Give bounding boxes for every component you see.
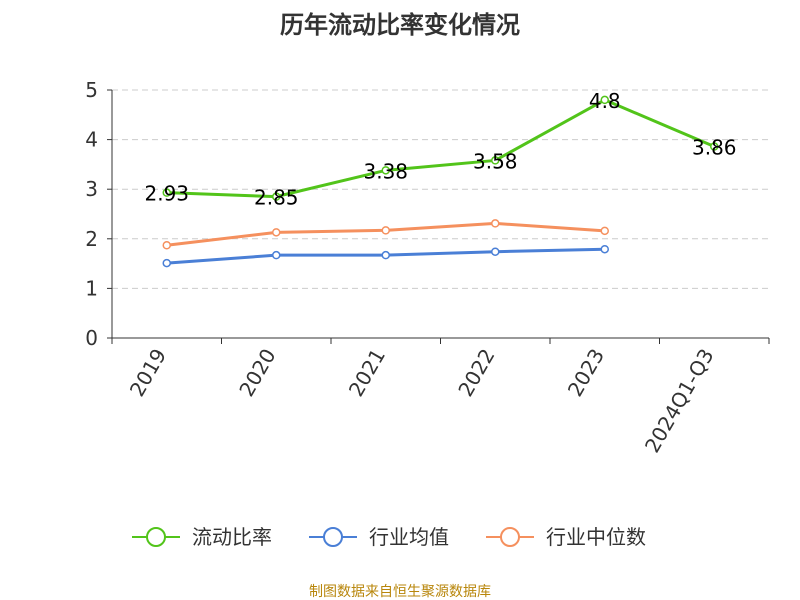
data-point — [600, 244, 609, 254]
source-note: 制图数据来自恒生聚源数据库 — [309, 584, 491, 600]
x-tick-label: 2023 — [563, 345, 609, 401]
data-point — [272, 250, 281, 260]
data-point — [381, 226, 390, 235]
y-axis: 0 1 2 3 4 5 — [85, 78, 113, 350]
y-tick-label: 3 — [85, 177, 98, 201]
legend-marker — [500, 527, 520, 547]
data-label: 2.85 — [254, 186, 299, 210]
x-tick-label: 2021 — [344, 345, 390, 401]
y-tick-label: 1 — [85, 276, 98, 300]
data-point — [600, 226, 609, 236]
legend-label: 行业均值 — [369, 525, 449, 549]
data-label: 3.86 — [692, 136, 737, 160]
data-point — [710, 142, 719, 151]
data-point — [491, 219, 500, 228]
x-tick-label: 2020 — [234, 345, 280, 401]
data-point — [272, 192, 281, 201]
data-point — [381, 166, 390, 175]
data-label: 3.38 — [363, 159, 408, 183]
x-tick-label: 2024Q1-Q3 — [640, 345, 719, 457]
x-axis: 2019 2020 2021 2022 2023 2024Q1-Q3 — [111, 337, 770, 457]
data-label: 2.93 — [144, 182, 189, 206]
legend-label: 行业中位数 — [546, 525, 646, 549]
legend-marker — [146, 527, 166, 547]
y-tick-label: 5 — [85, 78, 98, 102]
legend-marker — [323, 527, 343, 547]
data-labels: 2.93 2.85 3.38 3.58 4.8 3.86 — [144, 89, 736, 210]
data-point — [600, 95, 609, 105]
data-point — [162, 240, 171, 250]
data-point — [162, 258, 171, 268]
y-tick-label: 2 — [85, 227, 98, 251]
x-tick-label: 2019 — [125, 345, 171, 401]
data-point — [272, 228, 281, 237]
data-point — [381, 250, 390, 260]
y-tick-label: 4 — [85, 128, 98, 152]
legend: 流动比率 行业均值 行业中位数 — [132, 525, 646, 549]
series-group — [162, 95, 719, 268]
series-line — [166, 98, 715, 199]
data-point — [491, 247, 500, 256]
chart-title: 历年流动比率变化情况 — [280, 11, 520, 39]
y-tick-label: 0 — [85, 326, 98, 350]
legend-label: 流动比率 — [192, 525, 272, 549]
data-point — [162, 188, 171, 197]
data-point — [491, 156, 500, 165]
data-label: 3.58 — [473, 149, 518, 173]
data-label: 4.8 — [589, 89, 621, 113]
x-tick-label: 2022 — [453, 345, 499, 401]
